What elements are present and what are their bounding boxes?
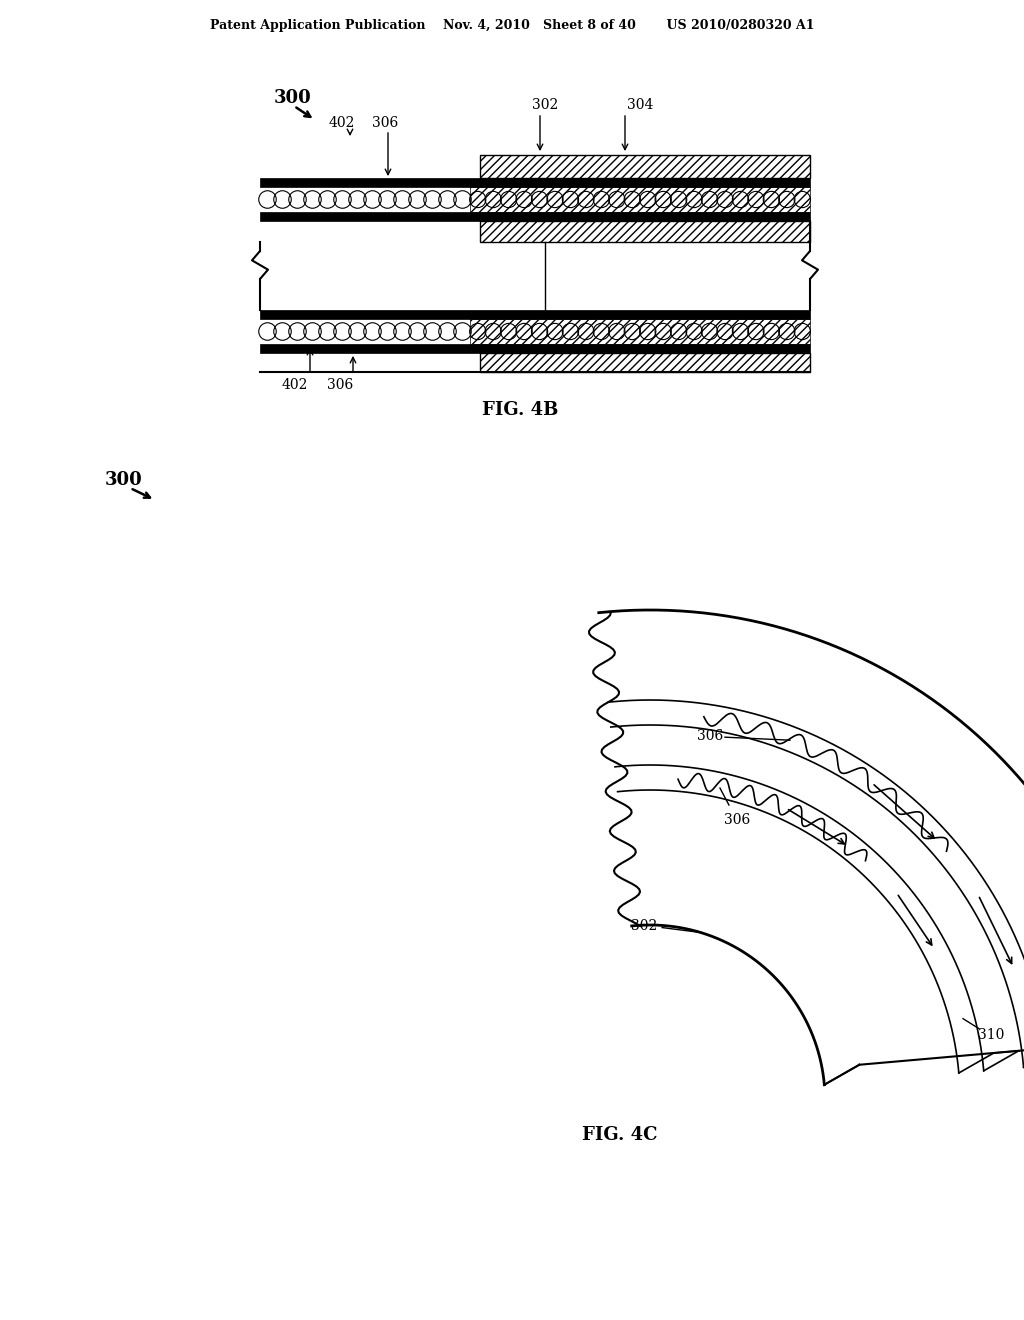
Text: 306: 306	[327, 378, 353, 392]
Text: 300: 300	[105, 471, 142, 488]
Text: 306: 306	[697, 729, 723, 743]
Text: 310: 310	[978, 1028, 1005, 1041]
Text: 300: 300	[274, 88, 311, 107]
Text: 402: 402	[329, 116, 355, 129]
Bar	[480, 352, 810, 372]
Text: 302: 302	[531, 98, 558, 112]
Bar	[470, 187, 810, 213]
Bar	[260, 178, 810, 187]
Text: 306: 306	[724, 813, 750, 828]
Text: 402: 402	[282, 378, 308, 392]
Bar	[480, 220, 810, 242]
Text: 304: 304	[627, 98, 653, 112]
Bar	[480, 154, 810, 178]
Text: 306: 306	[372, 116, 398, 129]
Bar	[260, 213, 810, 220]
Bar	[470, 319, 810, 345]
Text: 302: 302	[631, 919, 657, 932]
Text: FIG. 4C: FIG. 4C	[583, 1126, 657, 1144]
Bar	[260, 345, 810, 352]
Text: FIG. 4B: FIG. 4B	[482, 401, 558, 418]
Text: Patent Application Publication    Nov. 4, 2010   Sheet 8 of 40       US 2010/028: Patent Application Publication Nov. 4, 2…	[210, 18, 814, 32]
Bar	[260, 310, 810, 319]
